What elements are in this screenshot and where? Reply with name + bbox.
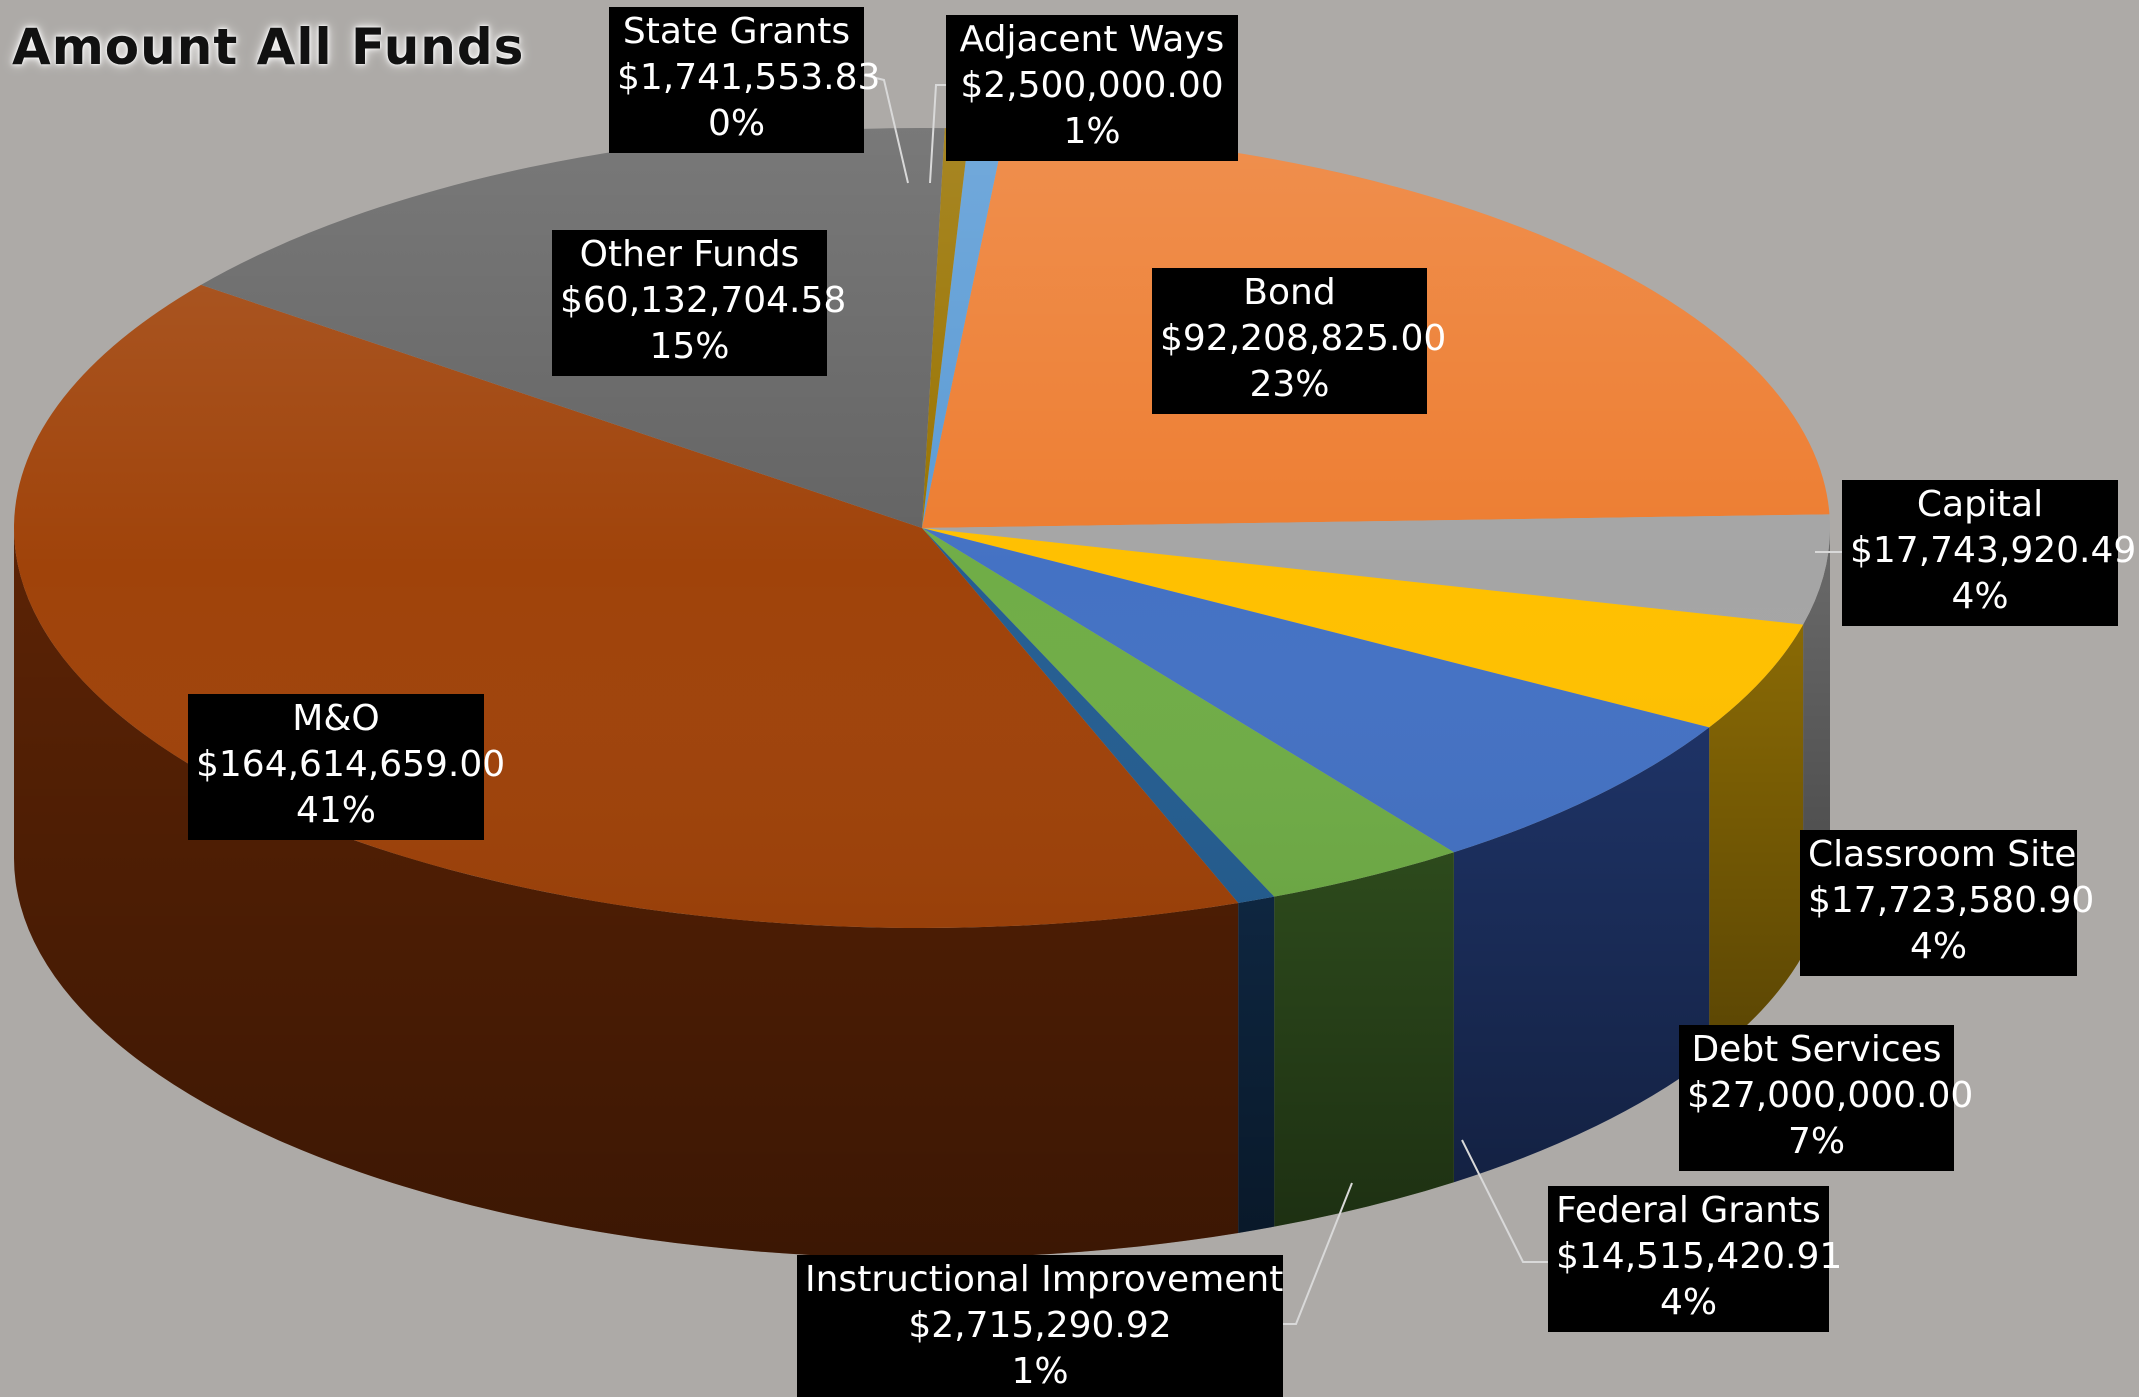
data-label-category: Classroom Site — [1808, 834, 2077, 875]
data-label-value: $17,723,580.90 — [1808, 880, 2095, 921]
pie-side-debt-services — [1453, 727, 1710, 1183]
pie-side-shade — [1238, 896, 1275, 1233]
data-label-category: Federal Grants — [1556, 1190, 1821, 1231]
data-label-adjacent-ways: Adjacent Ways $2,500,000.00 1% — [946, 15, 1238, 161]
data-label-value: $2,500,000.00 — [960, 65, 1224, 106]
data-label-instructional-improvement: Instructional Improvement $2,715,290.92 1% — [797, 1255, 1283, 1397]
pie-side-instructional-improvement — [1238, 896, 1275, 1233]
pie-side-shade — [1453, 727, 1710, 1183]
data-label-other-funds: Other Funds $60,132,704.58 15% — [552, 230, 847, 376]
data-label-category: Instructional Improvement — [805, 1259, 1284, 1300]
data-label-federal-grants: Federal Grants $14,515,420.91 4% — [1548, 1186, 1843, 1332]
data-label-category: Adjacent Ways — [959, 19, 1225, 60]
data-label-percent: 1% — [1063, 111, 1121, 152]
data-label-value: $17,743,920.49 — [1850, 530, 2137, 571]
leader-line-federal-grants — [1461, 1139, 1548, 1263]
leader-lines — [863, 74, 1842, 1325]
pie-side-shade — [14, 528, 1239, 1258]
leader-line-state-grants — [863, 74, 909, 184]
leader-line-adjacent-ways — [929, 84, 946, 184]
data-label-category: Capital — [1916, 484, 2044, 525]
data-label-value: $27,000,000.00 — [1687, 1075, 1974, 1116]
data-label-debt-services: Debt Services $27,000,000.00 7% — [1679, 1025, 1974, 1171]
data-label-value: $2,715,290.92 — [908, 1305, 1172, 1346]
pie-side-walls — [14, 528, 1830, 1258]
data-label-percent: 4% — [1659, 1282, 1718, 1323]
data-label-percent: 41% — [295, 790, 376, 831]
data-label-category: State Grants — [622, 11, 851, 52]
data-label-category: Bond — [1243, 272, 1336, 313]
data-label-capital: Capital $17,743,920.49 4% — [1842, 480, 2137, 626]
chart-title: Amount All Funds — [12, 18, 525, 76]
data-label-percent: 1% — [1011, 1351, 1069, 1392]
data-label-value: $164,614,659.00 — [196, 744, 506, 785]
data-label-classroom-site: Classroom Site $17,723,580.90 4% — [1800, 830, 2095, 976]
data-label-percent: 7% — [1787, 1121, 1846, 1162]
pie-side-shade — [1274, 852, 1454, 1227]
data-label-percent: 4% — [1909, 926, 1968, 967]
data-label-value: $60,132,704.58 — [560, 280, 847, 321]
data-label-value: $1,741,553.83 — [617, 57, 881, 98]
data-label-state-grants: State Grants $1,741,553.83 0% — [609, 7, 881, 153]
data-label-category: Debt Services — [1691, 1029, 1942, 1070]
data-label-percent: 23% — [1249, 364, 1330, 405]
pie-side-classroom-site — [1709, 624, 1804, 1058]
data-label-category: M&O — [292, 698, 380, 739]
data-label-bond: Bond $92,208,825.00 23% — [1152, 268, 1447, 414]
pie-side-mando — [14, 528, 1239, 1258]
pie-side-federal-grants — [1274, 852, 1454, 1227]
pie-side-shade — [1709, 624, 1804, 1058]
data-label-category: Other Funds — [579, 234, 800, 275]
data-label-percent: 4% — [1951, 576, 2009, 617]
leader-line-instructional-improvement — [1283, 1182, 1353, 1325]
data-label-value: $14,515,420.91 — [1556, 1236, 1843, 1277]
data-label-mando: M&O $164,614,659.00 41% — [188, 694, 506, 840]
data-label-percent: 15% — [649, 326, 730, 367]
data-label-percent: 0% — [707, 103, 766, 144]
data-label-value: $92,208,825.00 — [1160, 318, 1447, 359]
